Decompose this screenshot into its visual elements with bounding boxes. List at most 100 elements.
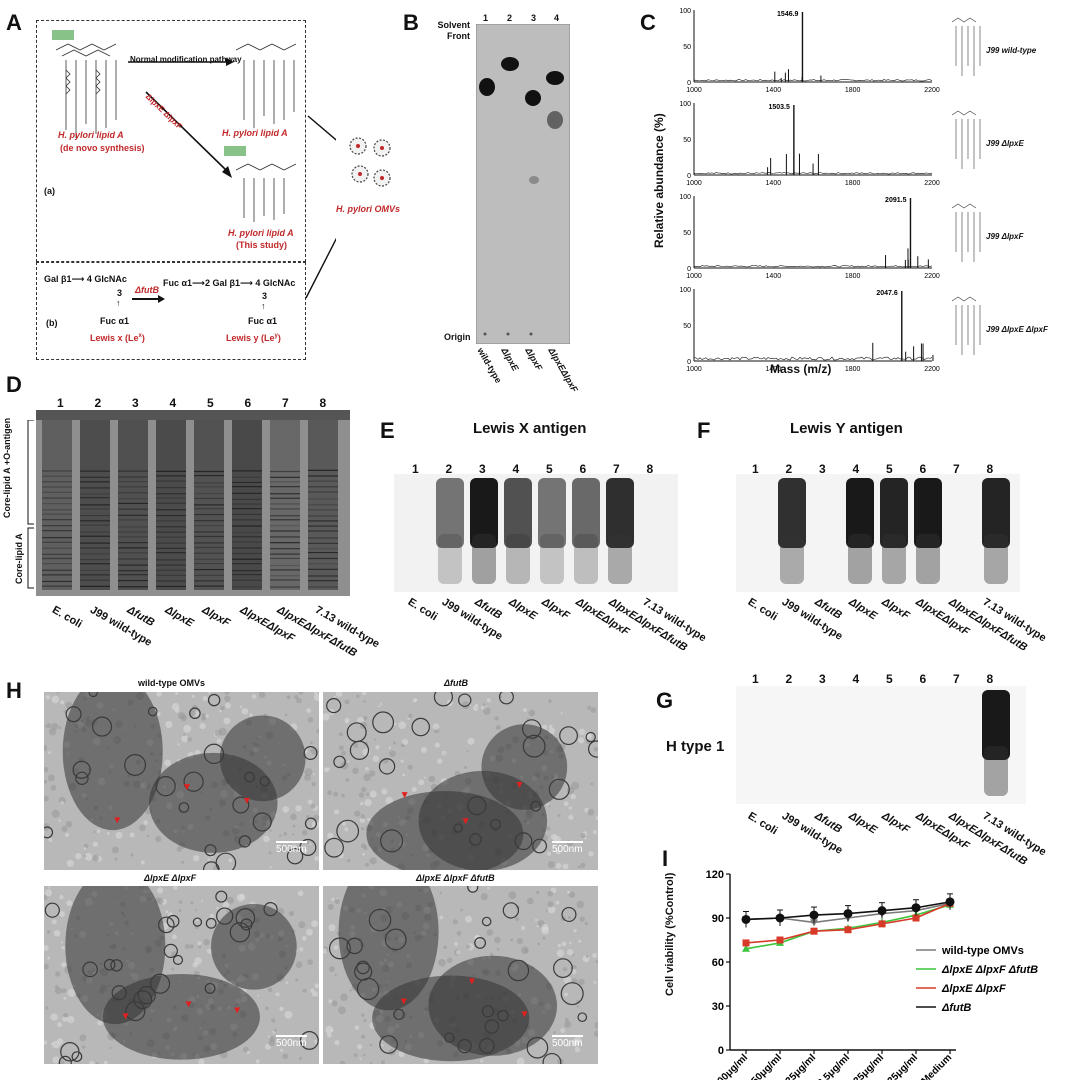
lane-number: 8 [986, 462, 994, 476]
omv-vesicle [163, 943, 178, 959]
lewis-y-structure: Fuc α1⟶2 Gal β1⟶ 4 GlcNAc [163, 278, 296, 288]
omv-vesicle [244, 771, 255, 783]
lane-number: 8 [986, 672, 994, 686]
omv-vesicle [110, 959, 123, 972]
ms-ytick: 50 [683, 44, 691, 51]
gel-d-lane [118, 420, 148, 590]
panel-a-box-bottom [36, 262, 306, 360]
omv-vesicle [178, 802, 190, 813]
omv-vesicle [235, 908, 256, 928]
y-tick-label: 60 [712, 957, 724, 969]
em-title-1: wild-type OMVs [138, 678, 206, 688]
em-scale-3: 500nm [276, 1035, 307, 1049]
lane-number: 3 [819, 462, 826, 476]
ms-structure-icon [951, 296, 981, 355]
ms-peak-label: 1503.5 [768, 104, 790, 111]
data-point [776, 936, 784, 944]
futb-arrow [132, 295, 165, 303]
panel-e-label: E [380, 418, 395, 443]
omv-vesicle [65, 706, 82, 723]
omv-vesicle [530, 800, 542, 812]
legend-label: ΔlpxE ΔlpxF [941, 983, 1006, 995]
ms-ytick: 100 [679, 194, 691, 201]
lane-number: 8 [646, 462, 654, 476]
x-tick-label: 12.5μg/ml [812, 1052, 853, 1080]
lane-number: 4 [852, 672, 860, 686]
panel-f-label: F [697, 418, 711, 443]
tlc-lane-name-3: ΔlpxF [523, 346, 545, 373]
data-point [844, 926, 852, 934]
em-scale-1: 500nm [276, 841, 307, 855]
gel-d-side-top: Core-lipid A +O-antigen [2, 417, 12, 518]
lane-number: 7 [953, 462, 960, 476]
lane-number: 2 [785, 462, 793, 476]
ms-structure-icon [951, 110, 981, 169]
omv-vesicle [522, 734, 546, 758]
origin-label: Origin [444, 332, 471, 342]
omv-vesicle [481, 916, 492, 927]
ms-strain-label: J99 ΔlpxE [986, 139, 1024, 148]
blot-f-image [736, 474, 1020, 592]
blot-band [880, 478, 908, 584]
data-point [810, 927, 818, 935]
blot-g-title: H type 1 [666, 738, 725, 755]
lane-number: 5 [546, 462, 553, 476]
omv-vesicle [453, 823, 463, 833]
omv-vesicle [542, 1052, 562, 1064]
em-title-2: ΔfutB [444, 678, 469, 688]
lane-number: 4 [852, 462, 860, 476]
omv-vesicle [458, 693, 472, 707]
em-title-4: ΔlpxE ΔlpxF ΔfutB [416, 873, 495, 883]
lewis-x-fuc: Fuc α1 [100, 316, 130, 326]
omv-vesicle [585, 731, 596, 743]
omv-vesicle [229, 922, 251, 943]
lane-number: 5 [886, 672, 893, 686]
omv-vesicle [133, 990, 153, 1010]
lane-number: 4 [169, 396, 177, 410]
lane-number: 6 [579, 462, 587, 476]
omv-vesicle [559, 726, 578, 746]
lane-name: ΔlpxF [879, 596, 912, 623]
data-point [742, 944, 750, 952]
blot-band [846, 478, 874, 584]
x-tick-label: 25μg/ml [784, 1052, 819, 1080]
blot-e-image [394, 474, 678, 592]
omv-vesicle [328, 937, 351, 960]
omv-vesicle [192, 917, 203, 927]
ms-strain-label: J99 wild-type [986, 46, 1037, 55]
y-tick-label: 120 [706, 869, 724, 881]
ms-xtick: 2200 [924, 366, 940, 373]
omv-vesicle [286, 847, 304, 865]
omv-vesicle [433, 692, 454, 707]
lewis-x-linkage: 3 [117, 288, 123, 298]
omv-vesicle [204, 844, 217, 857]
arrowhead-marker [122, 1013, 129, 1020]
lane-number: 2 [445, 462, 453, 476]
ms-xlabel: Mass (m/z) [770, 362, 832, 376]
arrowhead-marker [400, 998, 407, 1005]
lane-number: 7 [613, 462, 620, 476]
omv-vesicle [469, 833, 482, 846]
ms-structure-icon [951, 17, 981, 76]
tlc-lane-1: 1 [483, 13, 489, 23]
blot-band [606, 478, 634, 584]
lane-number: 3 [132, 396, 139, 410]
ms-ytick: 100 [679, 101, 691, 108]
ms-ytick: 0 [687, 266, 691, 273]
em-title-3: ΔlpxE ΔlpxF [144, 873, 197, 883]
gel-d-lane [270, 420, 300, 590]
blot-e-title: Lewis X antigen [473, 420, 587, 437]
omv-vesicle [75, 771, 89, 785]
subpanel-a-label: (a) [44, 186, 55, 196]
x-tick-label: 50μg/ml [750, 1052, 785, 1080]
data-point [878, 920, 886, 928]
omv-vesicle [238, 835, 252, 848]
ms-ytick: 100 [679, 8, 691, 15]
lane-number: 8 [319, 396, 327, 410]
lane-number: 5 [207, 396, 214, 410]
omv-vesicle [507, 959, 530, 982]
ms-xtick: 1000 [686, 180, 702, 187]
blot-band [778, 478, 806, 584]
